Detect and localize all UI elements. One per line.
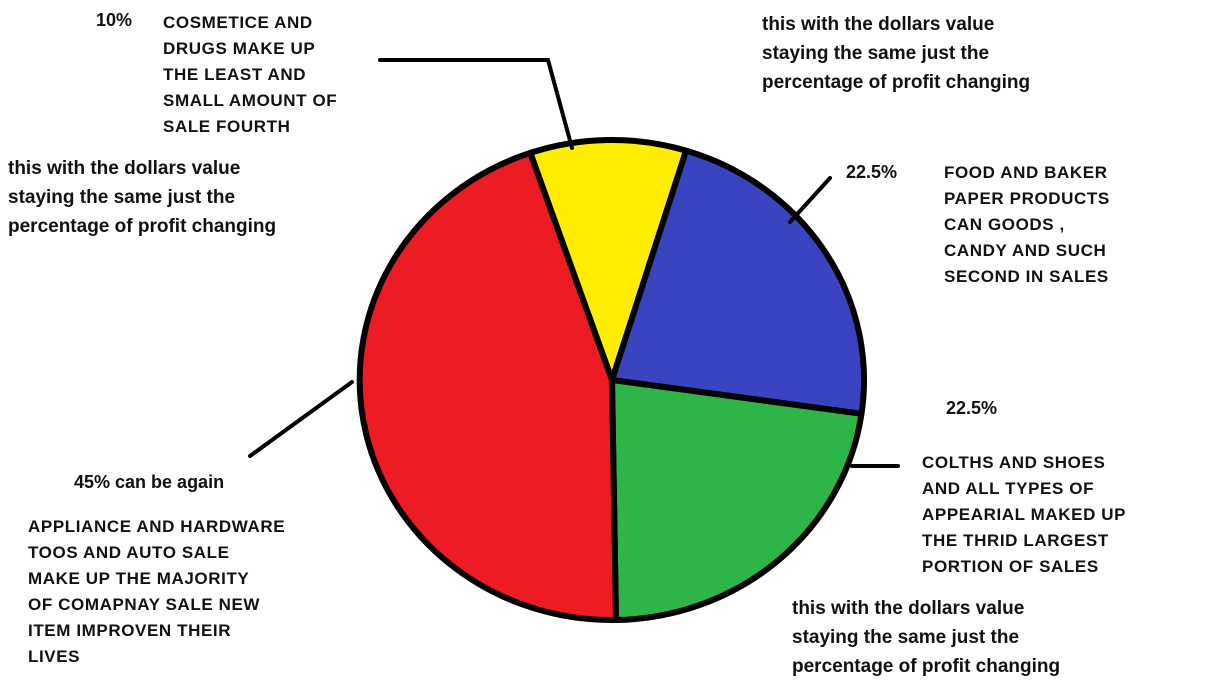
label-blue-desc: FOOD AND BAKER PAPER PRODUCTS CAN GOODS … (944, 163, 1110, 286)
label-yellow-pct: 10% (96, 10, 133, 30)
label-green-pct: 22.5% (946, 398, 998, 418)
note-top-right: this with the dollars value staying the … (762, 14, 1031, 93)
pie-slice-green (609, 377, 865, 623)
pie-slices (356, 136, 867, 624)
label-yellow-desc: COSMETICE AND DRUGS MAKE UP THE LEAST AN… (163, 13, 338, 136)
note-left: this with the dollars value staying the … (8, 158, 277, 237)
leader-line-yellow (378, 58, 574, 150)
leader-line-red (248, 380, 354, 458)
label-red-desc: APPLIANCE AND HARDWARE TOOS AND AUTO SAL… (28, 517, 286, 666)
note-bottom-right: this with the dollars value staying the … (792, 598, 1061, 677)
label-red-pct: 45% can be again (74, 472, 225, 492)
label-blue-pct: 22.5% (846, 162, 898, 182)
label-green-desc: COLTHS AND SHOES AND ALL TYPES OF APPEAR… (922, 453, 1127, 576)
leader-line-blue (788, 176, 832, 224)
leader-lines (248, 58, 900, 468)
pie-slice-blue (609, 147, 867, 417)
pie-slice-red (356, 149, 619, 624)
pie-slice-yellow (527, 136, 690, 383)
